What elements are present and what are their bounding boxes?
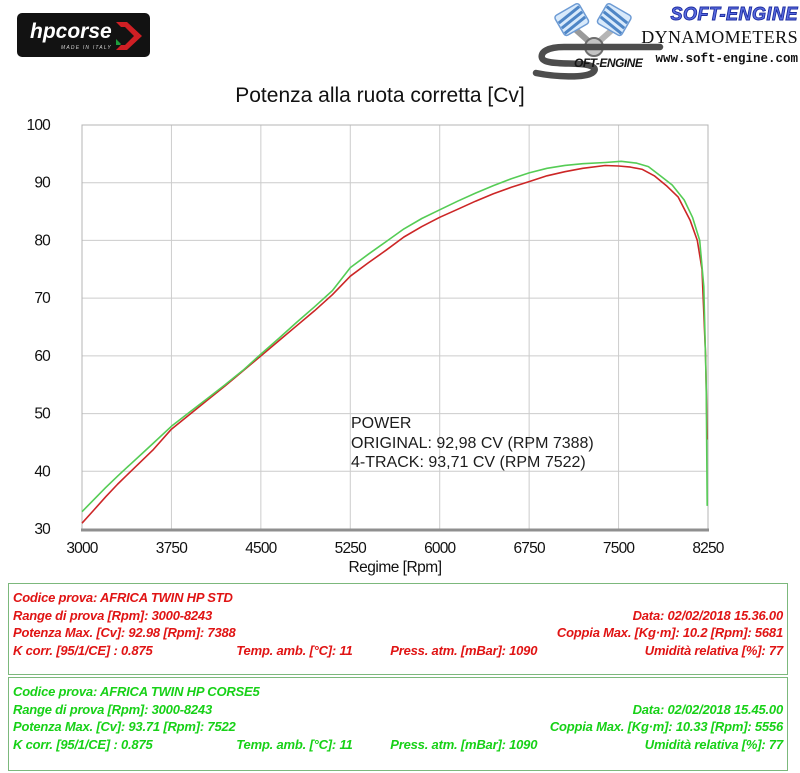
potenza-max: Potenza Max. [Cv]: 92.98 [Rpm]: 7388 <box>13 625 236 640</box>
codice-prova: Codice prova: AFRICA TWIN HP STD <box>13 590 233 605</box>
range-di-prova: Range di prova [Rpm]: 3000-8243 <box>13 607 212 623</box>
temp-amb: Temp. amb. [°C]: 11 <box>236 736 353 752</box>
hpcorse-chevron-icon <box>116 22 142 50</box>
y-tick-label: 50 <box>34 406 51 423</box>
annotation-4track-value: 4-TRACK: 93,71 CV (RPM 7522) <box>351 454 586 471</box>
temp-amb: Temp. amb. [°C]: 11 <box>236 642 353 658</box>
softengine-url[interactable]: www.soft-engine.com <box>655 52 798 66</box>
softengine-brand: SOFT-ENGINE <box>670 4 798 25</box>
data-ora: Data: 02/02/2018 15.36.00 <box>632 607 784 623</box>
hpcorse-made-in-italy: MADE IN ITALY <box>61 45 112 51</box>
softengine-s-wordmark: OFT-ENGINE <box>574 56 643 70</box>
test-table-4track: Codice prova: AFRICA TWIN HP CORSE5 Rang… <box>8 677 788 771</box>
data-ora: Data: 02/02/2018 15.45.00 <box>632 701 784 717</box>
test-table-original: Codice prova: AFRICA TWIN HP STD Range d… <box>8 583 788 675</box>
codice-prova: Codice prova: AFRICA TWIN HP CORSE5 <box>13 684 260 699</box>
press-atm: Press. atm. [mBar]: 1090 <box>390 736 538 752</box>
k-corr: K corr. [95/1/CE] : 0.875 <box>13 642 153 658</box>
annotation-power-label: POWER <box>351 415 412 432</box>
x-tick-label: 5250 <box>335 540 367 557</box>
softengine-subtitle: DYNAMOMETERS <box>641 27 798 47</box>
annotation-original-value: ORIGINAL: 92,98 CV (RPM 7388) <box>351 434 594 452</box>
y-tick-label: 30 <box>34 521 51 538</box>
potenza-max: Potenza Max. [Cv]: 93.71 [Rpm]: 7522 <box>13 719 236 734</box>
hpcorse-wordmark: hpcorse <box>30 20 112 43</box>
coppia-max: Coppia Max. [Kg·m]: 10.2 [Rpm]: 5681 <box>556 625 783 640</box>
y-tick-label: 60 <box>34 348 51 365</box>
x-tick-label: 7500 <box>603 540 635 557</box>
x-tick-label: 8250 <box>692 540 724 557</box>
x-tick-label: 6750 <box>513 540 545 557</box>
y-tick-label: 70 <box>34 290 51 307</box>
umidita-relativa: Umidità relativa [%]: 77 <box>644 642 783 658</box>
range-di-prova: Range di prova [Rpm]: 3000-8243 <box>13 701 212 717</box>
y-tick-label: 40 <box>34 463 51 480</box>
y-tick-label: 80 <box>34 232 51 249</box>
umidita-relativa: Umidità relativa [%]: 77 <box>644 736 783 752</box>
press-atm: Press. atm. [mBar]: 1090 <box>390 642 538 658</box>
y-tick-label: 100 <box>27 117 52 134</box>
hpcorse-logo: hpcorse MADE IN ITALY <box>17 13 150 57</box>
x-tick-label: 6000 <box>424 540 456 557</box>
coppia-max: Coppia Max. [Kg·m]: 10.33 [Rpm]: 5556 <box>549 719 783 734</box>
x-tick-label: 3750 <box>156 540 188 557</box>
x-axis-title: Regime [Rpm] <box>348 559 441 576</box>
y-tick-label: 90 <box>34 175 51 192</box>
softengine-pistons-icon <box>532 2 664 80</box>
power-annotation: POWER ORIGINAL: 92,98 CV (RPM 7388) 4-TR… <box>351 414 594 473</box>
x-tick-label: 3000 <box>66 540 98 557</box>
x-tick-label: 4500 <box>245 540 277 557</box>
chart-title: Potenza alla ruota corretta [Cv] <box>235 84 525 107</box>
k-corr: K corr. [95/1/CE] : 0.875 <box>13 736 153 752</box>
softengine-logo: OFT-ENGINE SOFT-ENGINE DYNAMOMETERS www.… <box>528 0 798 80</box>
